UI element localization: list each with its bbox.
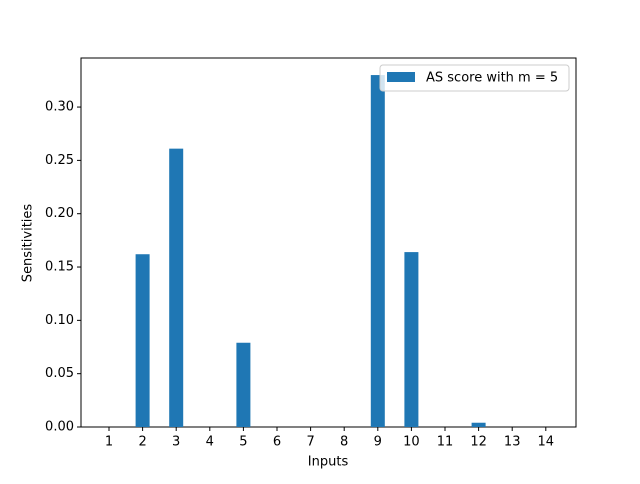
legend-box: [379, 64, 570, 92]
x-tick-label: 10: [403, 435, 420, 450]
x-tick-label: 14: [538, 435, 555, 450]
x-tick-label: 12: [470, 435, 487, 450]
y-tick-label: 0.20: [45, 206, 74, 221]
bar: [169, 148, 184, 428]
y-tick-label: 0.00: [45, 420, 74, 435]
x-tick-label: 11: [437, 435, 454, 450]
y-tick-label: 0.10: [45, 313, 74, 328]
bar: [370, 75, 385, 427]
x-tick-label: 6: [273, 435, 281, 450]
y-axis-label: Sensitivities: [21, 204, 36, 283]
legend-swatch: [387, 72, 415, 82]
y-tick-label: 0.05: [45, 366, 74, 381]
legend-label: AS score with m = 5: [426, 71, 558, 86]
x-tick-label: 9: [374, 435, 382, 450]
axes-frame: [80, 57, 577, 428]
bar: [471, 422, 486, 427]
y-tick-label: 0.30: [45, 100, 74, 115]
x-tick-label: 3: [172, 435, 180, 450]
y-tick-label: 0.15: [45, 260, 74, 275]
x-tick-label: 7: [306, 435, 314, 450]
x-tick-label: 5: [239, 435, 247, 450]
x-tick-label: 2: [138, 435, 146, 450]
bar: [236, 342, 251, 427]
x-tick-label: 13: [504, 435, 521, 450]
x-tick-label: 1: [105, 435, 113, 450]
x-tick-label: 4: [206, 435, 214, 450]
x-tick-label: 8: [340, 435, 348, 450]
bar: [404, 252, 419, 427]
x-axis-label: Inputs: [308, 455, 349, 470]
bar: [135, 254, 150, 427]
y-tick-label: 0.25: [45, 153, 74, 168]
